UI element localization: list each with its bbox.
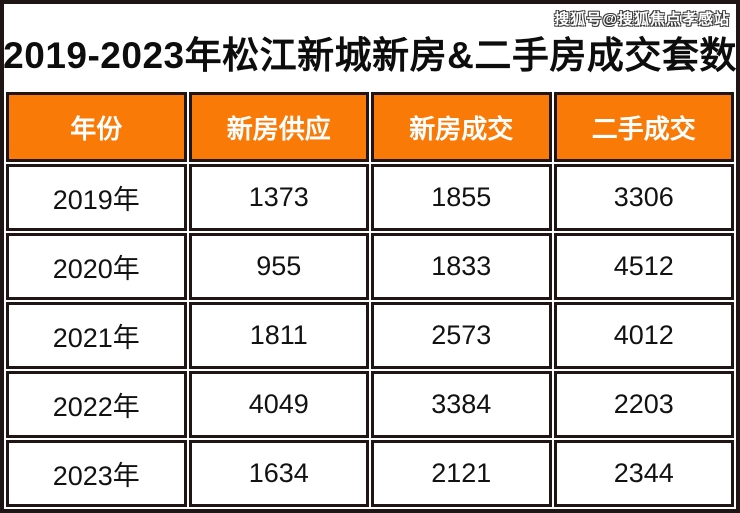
header-row: 年份 新房供应 新房成交 二手成交 bbox=[6, 92, 734, 162]
cell-new-sales: 1855 bbox=[371, 164, 552, 231]
col-header-year: 年份 bbox=[6, 92, 187, 162]
table-row-2021: 2021年 1811 2573 4012 bbox=[6, 302, 734, 369]
table-row-2023: 2023年 1634 2121 2344 bbox=[6, 440, 734, 507]
cell-year: 2020年 bbox=[6, 233, 187, 300]
col-header-new-sales: 新房成交 bbox=[371, 92, 552, 162]
watermark: 搜狐号@搜狐焦点孝感站 bbox=[554, 11, 730, 28]
cell-new-sales: 2573 bbox=[371, 302, 552, 369]
cell-new-sales: 2121 bbox=[371, 440, 552, 507]
page-title: 2019-2023年松江新城新房&二手房成交套数 bbox=[3, 35, 737, 76]
table-row-2019: 2019年 1373 1855 3306 bbox=[6, 164, 734, 231]
table-header: 年份 新房供应 新房成交 二手成交 bbox=[6, 92, 734, 162]
cell-new-supply: 4049 bbox=[188, 371, 369, 438]
cell-secondhand-sales: 2203 bbox=[553, 371, 734, 438]
cell-year: 2022年 bbox=[6, 371, 187, 438]
cell-new-supply: 1634 bbox=[188, 440, 369, 507]
cell-secondhand-sales: 4512 bbox=[553, 233, 734, 300]
cell-new-supply: 1373 bbox=[188, 164, 369, 231]
table-body: 2019年 1373 1855 3306 2020年 955 1833 4512… bbox=[6, 164, 734, 507]
cell-year: 2021年 bbox=[6, 302, 187, 369]
table-row-2020: 2020年 955 1833 4512 bbox=[6, 233, 734, 300]
cell-new-sales: 1833 bbox=[371, 233, 552, 300]
col-header-secondhand-sales: 二手成交 bbox=[553, 92, 734, 162]
col-header-new-supply: 新房供应 bbox=[188, 92, 369, 162]
cell-new-supply: 1811 bbox=[188, 302, 369, 369]
cell-year: 2023年 bbox=[6, 440, 187, 507]
title-bar: 搜狐号@搜狐焦点孝感站 2019-2023年松江新城新房&二手房成交套数 bbox=[4, 4, 736, 90]
cell-secondhand-sales: 3306 bbox=[553, 164, 734, 231]
cell-secondhand-sales: 4012 bbox=[553, 302, 734, 369]
cell-secondhand-sales: 2344 bbox=[553, 440, 734, 507]
cell-new-sales: 3384 bbox=[371, 371, 552, 438]
transactions-table: 年份 新房供应 新房成交 二手成交 2019年 1373 1855 3306 2… bbox=[4, 90, 736, 509]
table-row-2022: 2022年 4049 3384 2203 bbox=[6, 371, 734, 438]
cell-new-supply: 955 bbox=[188, 233, 369, 300]
cell-year: 2019年 bbox=[6, 164, 187, 231]
